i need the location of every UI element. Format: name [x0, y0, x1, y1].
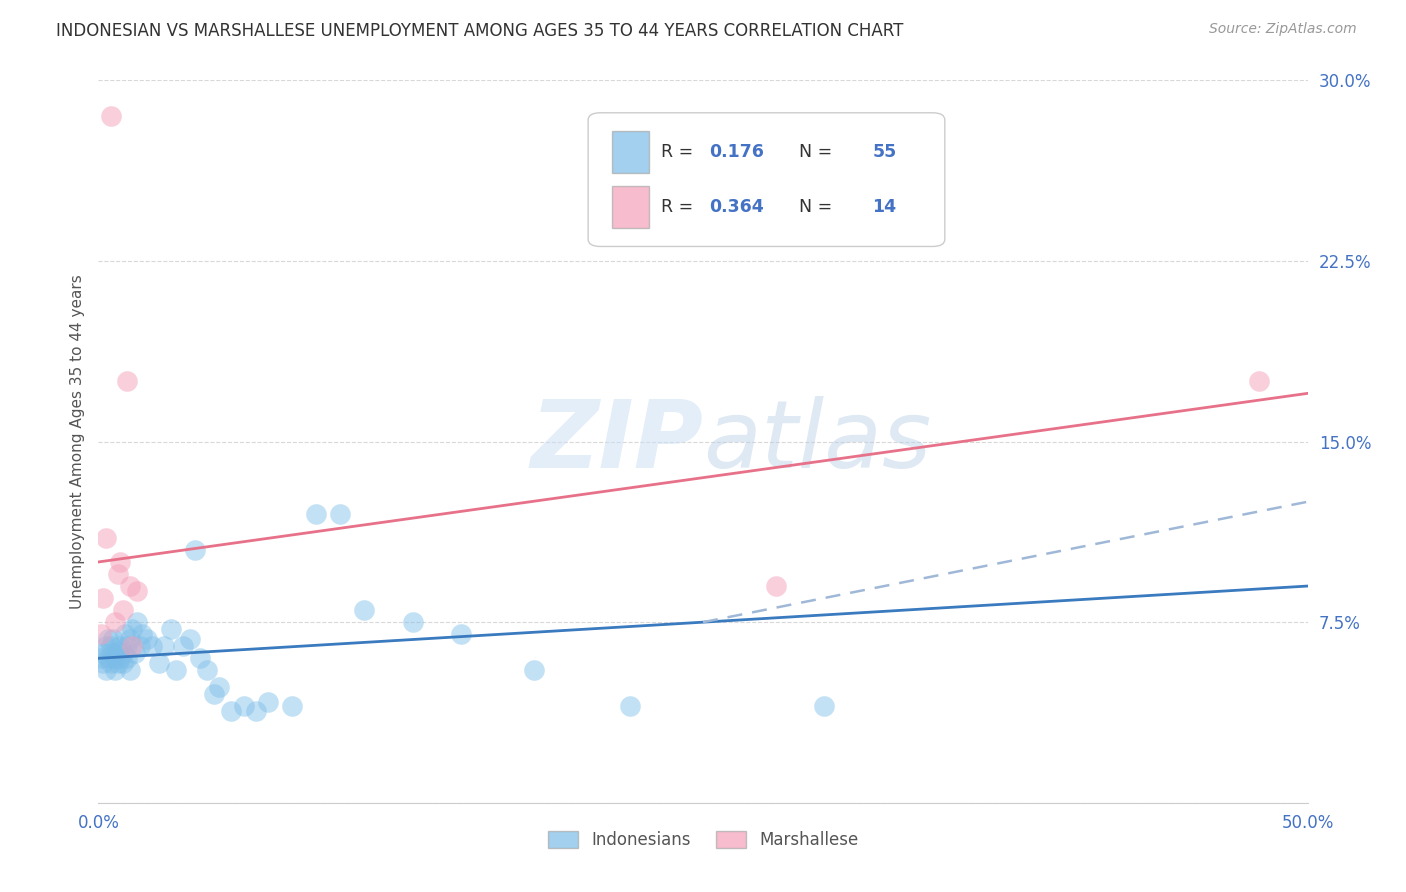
Point — [97, 632, 120, 646]
Point — [281, 699, 304, 714]
Point — [152, 639, 174, 653]
Point — [90, 627, 112, 641]
Text: INDONESIAN VS MARSHALLESE UNEMPLOYMENT AMONG AGES 35 TO 44 YEARS CORRELATION CHA: INDONESIAN VS MARSHALLESE UNEMPLOYMENT A… — [56, 22, 904, 40]
Point — [256, 695, 278, 709]
Point — [100, 656, 122, 670]
Point — [91, 591, 114, 605]
Point — [101, 632, 124, 646]
Point — [208, 680, 231, 694]
Point — [100, 109, 122, 123]
Text: N =: N = — [787, 198, 838, 216]
Text: R =: R = — [661, 144, 699, 161]
Point — [1249, 374, 1271, 388]
Point — [107, 644, 129, 658]
Text: N =: N = — [787, 144, 838, 161]
Point — [94, 639, 117, 653]
Point — [90, 651, 112, 665]
Text: Source: ZipAtlas.com: Source: ZipAtlas.com — [1209, 22, 1357, 37]
Text: 0.176: 0.176 — [709, 144, 763, 161]
Point — [104, 651, 127, 665]
Point — [135, 632, 157, 646]
Point — [94, 531, 117, 545]
Point — [523, 664, 546, 678]
Point — [353, 603, 375, 617]
Point — [108, 651, 131, 665]
Point — [91, 647, 114, 661]
Point — [121, 639, 143, 653]
Point — [305, 507, 328, 521]
Text: atlas: atlas — [703, 396, 931, 487]
Point — [221, 704, 243, 718]
Point — [165, 664, 187, 678]
Point — [108, 639, 131, 653]
Point — [141, 639, 163, 653]
Point — [118, 632, 141, 646]
Text: 55: 55 — [872, 144, 897, 161]
Point — [232, 699, 254, 714]
Text: 0.364: 0.364 — [709, 198, 763, 216]
Point — [619, 699, 641, 714]
Point — [107, 567, 129, 582]
Point — [172, 639, 194, 653]
Point — [128, 639, 150, 653]
Point — [97, 651, 120, 665]
Point — [111, 603, 134, 617]
Text: ZIP: ZIP — [530, 395, 703, 488]
Text: R =: R = — [661, 198, 699, 216]
Point — [450, 627, 472, 641]
Point — [118, 579, 141, 593]
Point — [104, 615, 127, 630]
Point — [108, 555, 131, 569]
Point — [245, 704, 267, 718]
Point — [329, 507, 352, 521]
Point — [160, 623, 183, 637]
Point — [117, 639, 139, 653]
Point — [124, 647, 146, 661]
Point — [101, 647, 124, 661]
Point — [813, 699, 835, 714]
Point — [184, 542, 207, 557]
Legend: Indonesians, Marshallese: Indonesians, Marshallese — [541, 824, 865, 856]
Point — [104, 664, 127, 678]
Point — [117, 651, 139, 665]
Point — [195, 664, 218, 678]
FancyBboxPatch shape — [588, 112, 945, 246]
Point — [117, 374, 139, 388]
Point — [111, 647, 134, 661]
Bar — [613, 131, 648, 173]
Point — [111, 656, 134, 670]
Point — [114, 627, 136, 641]
Point — [765, 579, 787, 593]
Point — [127, 583, 149, 598]
Point — [118, 664, 141, 678]
Y-axis label: Unemployment Among Ages 35 to 44 years: Unemployment Among Ages 35 to 44 years — [69, 274, 84, 609]
Bar — [613, 186, 648, 228]
Text: 14: 14 — [872, 198, 897, 216]
Point — [94, 664, 117, 678]
Point — [179, 632, 201, 646]
Point — [91, 656, 114, 670]
Point — [148, 656, 170, 670]
Point — [121, 623, 143, 637]
Point — [131, 627, 153, 641]
Point — [107, 656, 129, 670]
Point — [100, 639, 122, 653]
Point — [188, 651, 211, 665]
Point — [402, 615, 425, 630]
Point — [204, 687, 226, 701]
Point — [127, 615, 149, 630]
